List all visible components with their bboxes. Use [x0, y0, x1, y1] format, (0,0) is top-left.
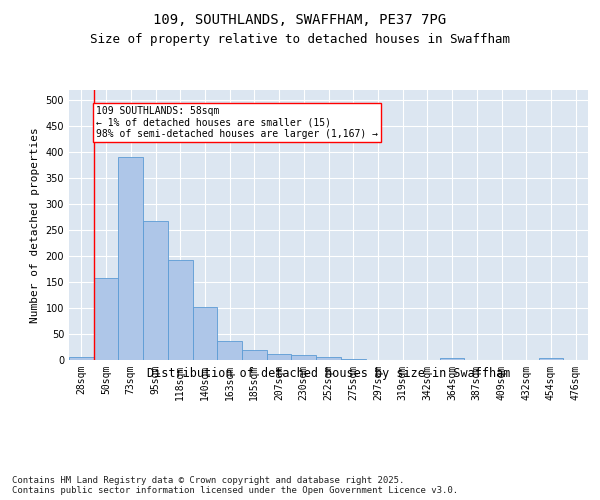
Bar — [143, 222, 168, 360]
Bar — [267, 354, 292, 360]
Bar — [539, 358, 563, 360]
Text: 109 SOUTHLANDS: 58sqm
← 1% of detached houses are smaller (15)
98% of semi-detac: 109 SOUTHLANDS: 58sqm ← 1% of detached h… — [96, 106, 378, 139]
Bar — [94, 278, 118, 360]
Text: Size of property relative to detached houses in Swaffham: Size of property relative to detached ho… — [90, 32, 510, 46]
Bar — [69, 357, 94, 360]
Bar — [118, 158, 143, 360]
Bar — [316, 358, 341, 360]
Bar — [168, 260, 193, 360]
Text: Distribution of detached houses by size in Swaffham: Distribution of detached houses by size … — [147, 368, 511, 380]
Bar — [217, 342, 242, 360]
Text: Contains HM Land Registry data © Crown copyright and database right 2025.
Contai: Contains HM Land Registry data © Crown c… — [12, 476, 458, 495]
Bar — [242, 350, 267, 360]
Text: 109, SOUTHLANDS, SWAFFHAM, PE37 7PG: 109, SOUTHLANDS, SWAFFHAM, PE37 7PG — [154, 12, 446, 26]
Bar — [292, 355, 316, 360]
Y-axis label: Number of detached properties: Number of detached properties — [30, 127, 40, 323]
Bar — [440, 358, 464, 360]
Bar — [341, 359, 365, 360]
Bar — [193, 306, 217, 360]
